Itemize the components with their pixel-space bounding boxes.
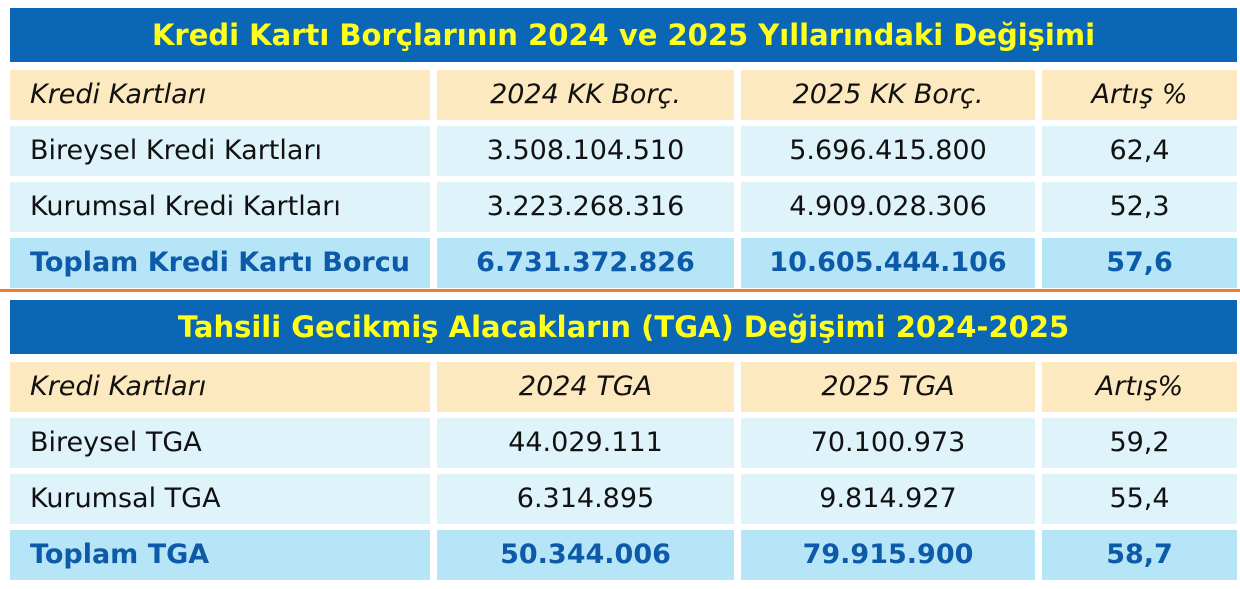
table-cell: 70.100.973 [741,418,1035,468]
table-cell: 59,2 [1042,418,1237,468]
table-cell: 52,3 [1042,182,1237,232]
table-cell: 3.508.104.510 [437,126,734,176]
table-title: Kredi Kartı Borçlarının 2024 ve 2025 Yıl… [10,8,1237,62]
table-cell: Bireysel Kredi Kartları [10,126,430,176]
header-cell: Artış% [1042,362,1237,412]
total-cell: 79.915.900 [741,530,1035,580]
header-cell: Kredi Kartları [10,362,430,412]
separator [0,289,1240,292]
debt-table: Kredi Kartı Borçlarının 2024 ve 2025 Yıl… [10,8,1237,288]
table-cell: 4.909.028.306 [741,182,1035,232]
total-cell: 10.605.444.106 [741,238,1035,288]
table-cell: 6.314.895 [437,474,734,524]
total-cell: Toplam Kredi Kartı Borcu [10,238,430,288]
total-cell: 58,7 [1042,530,1237,580]
total-cell: 50.344.006 [437,530,734,580]
header-cell: Kredi Kartları [10,70,430,120]
total-cell: 57,6 [1042,238,1237,288]
header-cell: 2025 TGA [741,362,1035,412]
header-cell: Artış % [1042,70,1237,120]
table-cell: 3.223.268.316 [437,182,734,232]
table-cell: 44.029.111 [437,418,734,468]
table-cell: 62,4 [1042,126,1237,176]
table-cell: 9.814.927 [741,474,1035,524]
table-cell: Kurumsal Kredi Kartları [10,182,430,232]
total-cell: Toplam TGA [10,530,430,580]
header-cell: 2025 KK Borç. [741,70,1035,120]
table-title: Tahsili Gecikmiş Alacakların (TGA) Değiş… [10,300,1237,354]
table-cell: 5.696.415.800 [741,126,1035,176]
header-cell: 2024 TGA [437,362,734,412]
header-cell: 2024 KK Borç. [437,70,734,120]
table-cell: 55,4 [1042,474,1237,524]
table-cell: Bireysel TGA [10,418,430,468]
total-cell: 6.731.372.826 [437,238,734,288]
table-cell: Kurumsal TGA [10,474,430,524]
tga-table: Tahsili Gecikmiş Alacakların (TGA) Değiş… [10,300,1237,580]
